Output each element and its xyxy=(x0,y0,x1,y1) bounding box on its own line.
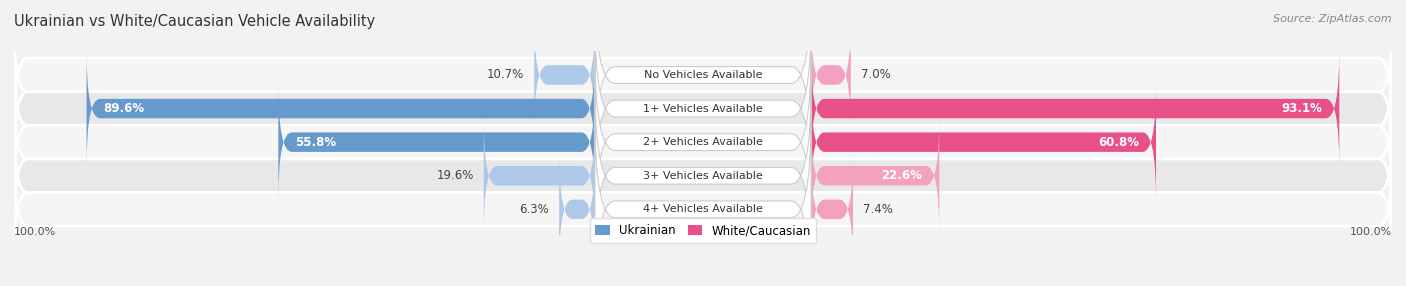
Text: 100.0%: 100.0% xyxy=(1350,227,1392,237)
FancyBboxPatch shape xyxy=(278,85,595,200)
Text: Source: ZipAtlas.com: Source: ZipAtlas.com xyxy=(1274,14,1392,24)
FancyBboxPatch shape xyxy=(14,159,1392,260)
Text: 10.7%: 10.7% xyxy=(486,68,524,82)
FancyBboxPatch shape xyxy=(534,17,595,132)
FancyBboxPatch shape xyxy=(560,152,595,267)
Text: 22.6%: 22.6% xyxy=(882,169,922,182)
Text: 7.4%: 7.4% xyxy=(863,203,893,216)
Text: 4+ Vehicles Available: 4+ Vehicles Available xyxy=(643,204,763,214)
FancyBboxPatch shape xyxy=(14,92,1392,192)
FancyBboxPatch shape xyxy=(14,58,1392,159)
Text: No Vehicles Available: No Vehicles Available xyxy=(644,70,762,80)
FancyBboxPatch shape xyxy=(14,25,1392,125)
FancyBboxPatch shape xyxy=(87,51,595,166)
Legend: Ukrainian, White/Caucasian: Ukrainian, White/Caucasian xyxy=(589,219,817,243)
Text: 7.0%: 7.0% xyxy=(860,68,890,82)
Text: 89.6%: 89.6% xyxy=(104,102,145,115)
Text: 6.3%: 6.3% xyxy=(519,203,550,216)
Text: 1+ Vehicles Available: 1+ Vehicles Available xyxy=(643,104,763,114)
FancyBboxPatch shape xyxy=(484,118,595,233)
FancyBboxPatch shape xyxy=(811,17,851,132)
Text: 55.8%: 55.8% xyxy=(295,136,336,149)
Text: 100.0%: 100.0% xyxy=(14,227,56,237)
Text: 19.6%: 19.6% xyxy=(436,169,474,182)
FancyBboxPatch shape xyxy=(811,51,1340,166)
FancyBboxPatch shape xyxy=(595,84,811,268)
FancyBboxPatch shape xyxy=(595,50,811,235)
Text: 60.8%: 60.8% xyxy=(1098,136,1139,149)
Text: 3+ Vehicles Available: 3+ Vehicles Available xyxy=(643,171,763,181)
FancyBboxPatch shape xyxy=(595,16,811,201)
FancyBboxPatch shape xyxy=(595,117,811,286)
FancyBboxPatch shape xyxy=(595,0,811,167)
Text: Ukrainian vs White/Caucasian Vehicle Availability: Ukrainian vs White/Caucasian Vehicle Ava… xyxy=(14,14,375,29)
Text: 2+ Vehicles Available: 2+ Vehicles Available xyxy=(643,137,763,147)
FancyBboxPatch shape xyxy=(811,152,853,267)
FancyBboxPatch shape xyxy=(811,118,939,233)
FancyBboxPatch shape xyxy=(811,85,1156,200)
Text: 93.1%: 93.1% xyxy=(1281,102,1323,115)
FancyBboxPatch shape xyxy=(14,125,1392,226)
